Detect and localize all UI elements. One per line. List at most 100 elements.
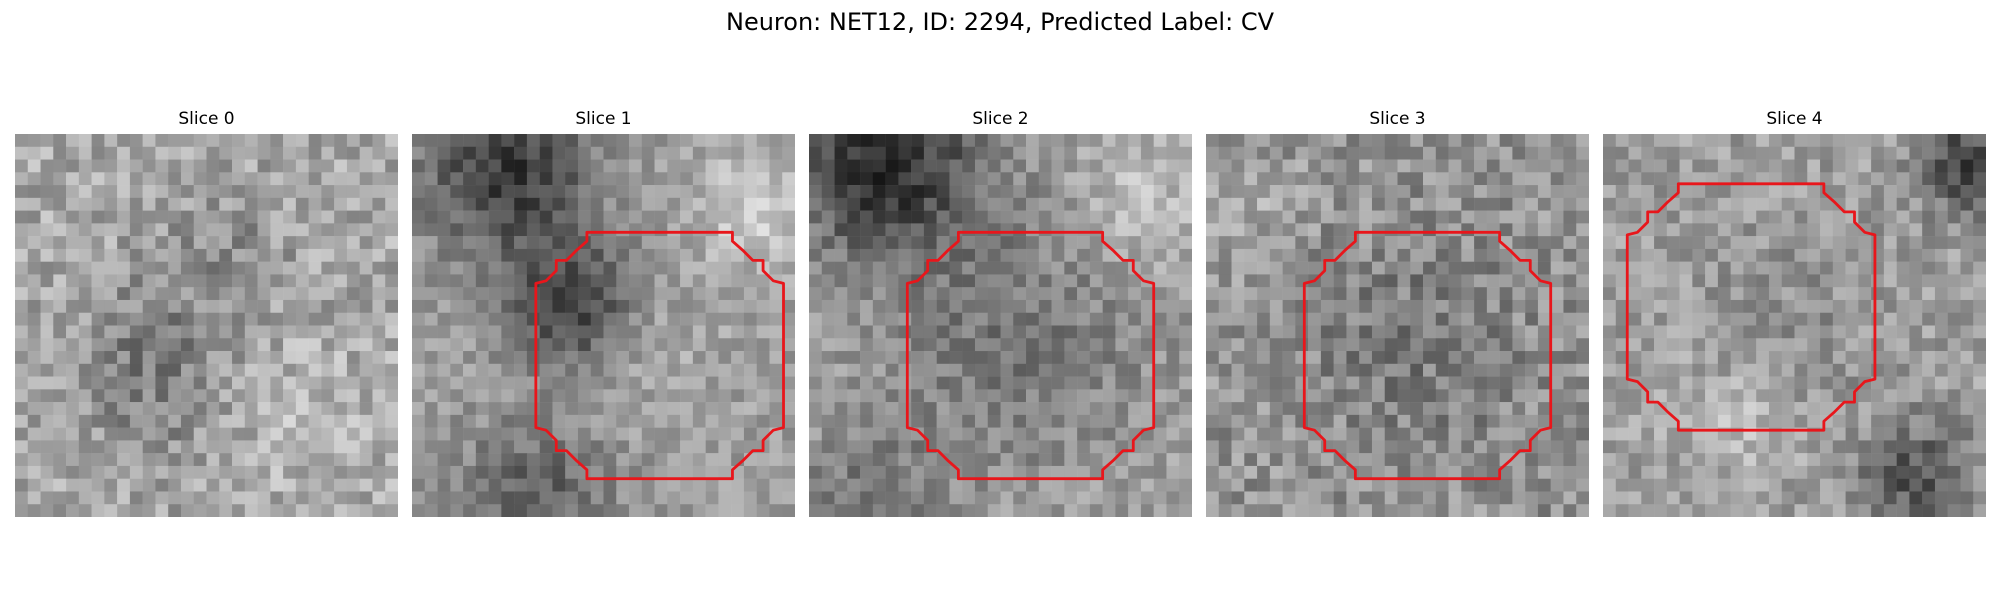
pixel-cell — [654, 197, 668, 211]
pixel-cell — [1423, 389, 1437, 403]
pixel-cell — [53, 465, 67, 479]
pixel-cell — [1064, 274, 1078, 288]
pixel-cell — [1000, 299, 1014, 313]
pixel-cell — [1397, 146, 1411, 160]
pixel-cell — [1051, 427, 1065, 441]
pixel-cell — [552, 312, 566, 326]
pixel-cell — [1525, 197, 1539, 211]
pixel-cell — [1768, 210, 1782, 224]
pixel-cell — [1794, 440, 1808, 454]
pixel-cell — [1679, 223, 1693, 237]
pixel-cell — [501, 236, 515, 250]
pixel-cell — [1206, 146, 1220, 160]
pixel-cell — [1743, 414, 1757, 428]
pixel-cell — [1269, 478, 1283, 492]
pixel-cell — [782, 185, 795, 199]
pixel-cell — [1973, 287, 1986, 301]
slice-title: Slice 1 — [575, 109, 632, 129]
pixel-cell — [1679, 210, 1693, 224]
pixel-cell — [475, 223, 489, 237]
pixel-cell — [1883, 376, 1897, 390]
pixel-cell — [718, 325, 732, 339]
pixel-cell — [53, 453, 67, 467]
pixel-cell — [1832, 248, 1846, 262]
pixel-cell — [1308, 363, 1322, 377]
pixel-cell — [1832, 312, 1846, 326]
pixel-cell — [155, 453, 169, 467]
pixel-cell — [1410, 287, 1424, 301]
pixel-cell — [1807, 274, 1821, 288]
pixel-cell — [705, 210, 719, 224]
pixel-cell — [526, 504, 540, 517]
pixel-cell — [756, 146, 770, 160]
pixel-cell — [552, 146, 566, 160]
pixel-cell — [898, 185, 912, 199]
pixel-cell — [526, 376, 540, 390]
pixel-cell — [1308, 134, 1322, 148]
pixel-cell — [334, 325, 348, 339]
pixel-cell — [1654, 453, 1668, 467]
pixel-cell — [514, 427, 528, 441]
pixel-cell — [936, 197, 950, 211]
pixel-cell — [463, 134, 477, 148]
pixel-cell — [1947, 389, 1961, 403]
pixel-cell — [809, 427, 823, 441]
pixel-cell — [1666, 261, 1680, 275]
pixel-cell — [1730, 389, 1744, 403]
pixel-cell — [1845, 312, 1859, 326]
pixel-cell — [1858, 414, 1872, 428]
pixel-cell — [1486, 414, 1500, 428]
pixel-cell — [372, 159, 386, 173]
pixel-cell — [769, 453, 783, 467]
pixel-cell — [1089, 274, 1103, 288]
pixel-cell — [834, 440, 848, 454]
pixel-cell — [1128, 185, 1142, 199]
pixel-cell — [308, 261, 322, 275]
pixel-cell — [514, 351, 528, 365]
pixel-cell — [923, 402, 937, 416]
pixel-cell — [270, 491, 284, 505]
pixel-cell — [1435, 478, 1449, 492]
pixel-cell — [1244, 287, 1258, 301]
pixel-cell — [1359, 236, 1373, 250]
pixel-cell — [219, 402, 233, 416]
pixel-cell — [193, 376, 207, 390]
pixel-cell — [295, 223, 309, 237]
pixel-cell — [1845, 351, 1859, 365]
pixel-cell — [1973, 338, 1986, 352]
pixel-cell — [1308, 223, 1322, 237]
pixel-cell — [412, 248, 426, 262]
pixel-cell — [565, 504, 579, 517]
pixel-cell — [1308, 389, 1322, 403]
pixel-cell — [860, 491, 874, 505]
pixel-cell — [1883, 402, 1897, 416]
pixel-cell — [539, 299, 553, 313]
pixel-cell — [475, 414, 489, 428]
pixel-cell — [1359, 274, 1373, 288]
pixel-cell — [359, 351, 373, 365]
pixel-cell — [1666, 312, 1680, 326]
pixel-cell — [1947, 478, 1961, 492]
pixel-cell — [860, 210, 874, 224]
pixel-cell — [66, 351, 80, 365]
pixel-cell — [437, 402, 451, 416]
pixel-cell — [1448, 453, 1462, 467]
pixel-cell — [1218, 223, 1232, 237]
pixel-cell — [372, 223, 386, 237]
pixel-cell — [987, 465, 1001, 479]
pixel-cell — [1435, 351, 1449, 365]
pixel-cell — [1807, 491, 1821, 505]
pixel-cell — [180, 312, 194, 326]
pixel-cell — [987, 504, 1001, 517]
pixel-cell — [577, 440, 591, 454]
pixel-cell — [1269, 440, 1283, 454]
pixel-cell — [1077, 210, 1091, 224]
pixel-cell — [616, 287, 630, 301]
pixel-cell — [155, 465, 169, 479]
pixel-cell — [385, 248, 398, 262]
pixel-cell — [1641, 146, 1655, 160]
pixel-cell — [1628, 185, 1642, 199]
pixel-cell — [424, 427, 438, 441]
pixel-cell — [1448, 248, 1462, 262]
pixel-cell — [860, 248, 874, 262]
